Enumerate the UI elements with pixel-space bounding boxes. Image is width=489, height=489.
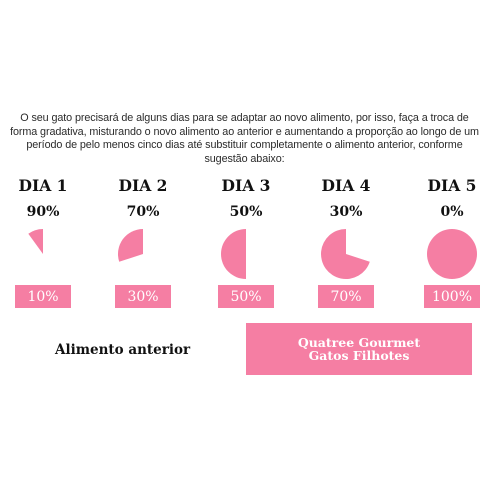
day-label: DIA 3 [221,176,271,195]
pie-slice [28,229,43,254]
pie-slice [117,229,143,262]
proportion-pie [117,229,143,262]
pie-slice [427,229,477,279]
old-food-percent: 30% [329,204,363,220]
proportion-pie [28,229,43,254]
new-food-legend: Quatree Gourmet Gatos Filhotes [246,323,472,375]
old-food-percent: 70% [126,204,160,220]
new-food-percent: 10% [15,285,71,308]
day-label: DIA 1 [18,176,68,195]
day-label: DIA 5 [427,176,477,195]
old-food-percent: 0% [440,204,464,220]
new-food-name-line1: Quatree Gourmet [297,334,421,350]
old-food-percent: 50% [229,204,263,220]
new-food-percent: 100% [424,285,480,308]
day-label: DIA 2 [118,176,168,195]
intro-paragraph: O seu gato precisará de alguns dias para… [10,112,479,165]
day-label: DIA 4 [321,176,371,195]
old-food-percent: 90% [26,204,60,220]
pie-slice [221,229,246,279]
proportion-pie [427,229,477,279]
days-schedule: DIA 1 90% 10% DIA 2 70% 30% DIA 3 50% 50… [0,176,489,308]
new-food-percent: 70% [318,285,374,308]
new-food-percent: 30% [115,285,171,308]
old-food-legend: Alimento anterior [55,342,191,358]
proportion-pie [321,229,370,279]
proportion-pie [221,229,246,279]
new-food-percent: 50% [218,285,274,308]
new-food-name-line2: Gatos Filhotes [308,348,410,363]
pie-slice [321,229,370,279]
